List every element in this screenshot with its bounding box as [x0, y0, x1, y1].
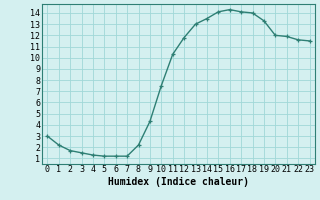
X-axis label: Humidex (Indice chaleur): Humidex (Indice chaleur): [108, 177, 249, 187]
